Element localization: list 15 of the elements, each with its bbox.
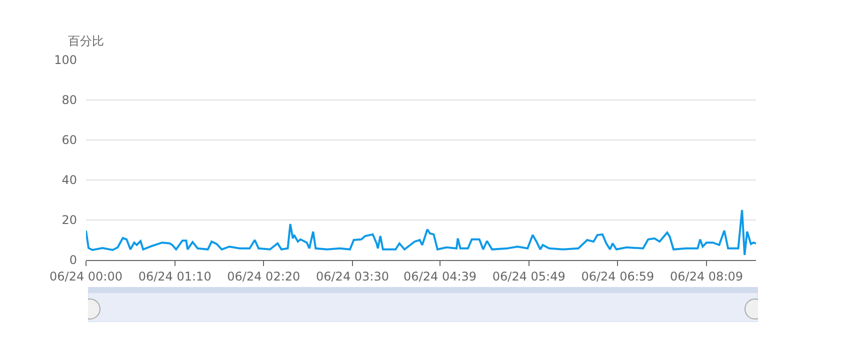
y-tick-label: 100 xyxy=(54,53,77,68)
y-tick-label: 0 xyxy=(69,253,77,268)
x-tick-label: 06/24 08:09 xyxy=(670,269,743,284)
x-tick-label: 06/24 04:39 xyxy=(404,269,477,284)
y-tick-label: 60 xyxy=(62,133,77,148)
x-tick-label: 06/24 01:10 xyxy=(138,269,212,284)
x-tick-label: 06/24 06:59 xyxy=(581,269,654,284)
y-tick-label: 40 xyxy=(62,173,77,188)
y-axis-title: 百分比 xyxy=(68,34,104,48)
x-tick-label: 06/24 00:00 xyxy=(50,269,122,284)
x-tick-label: 06/24 02:20 xyxy=(227,269,300,284)
x-tick-label: 06/24 03:30 xyxy=(316,269,389,284)
y-tick-label: 20 xyxy=(62,213,77,228)
y-tick-label: 80 xyxy=(62,93,77,108)
x-tick-label: 06/24 05:49 xyxy=(492,269,566,284)
